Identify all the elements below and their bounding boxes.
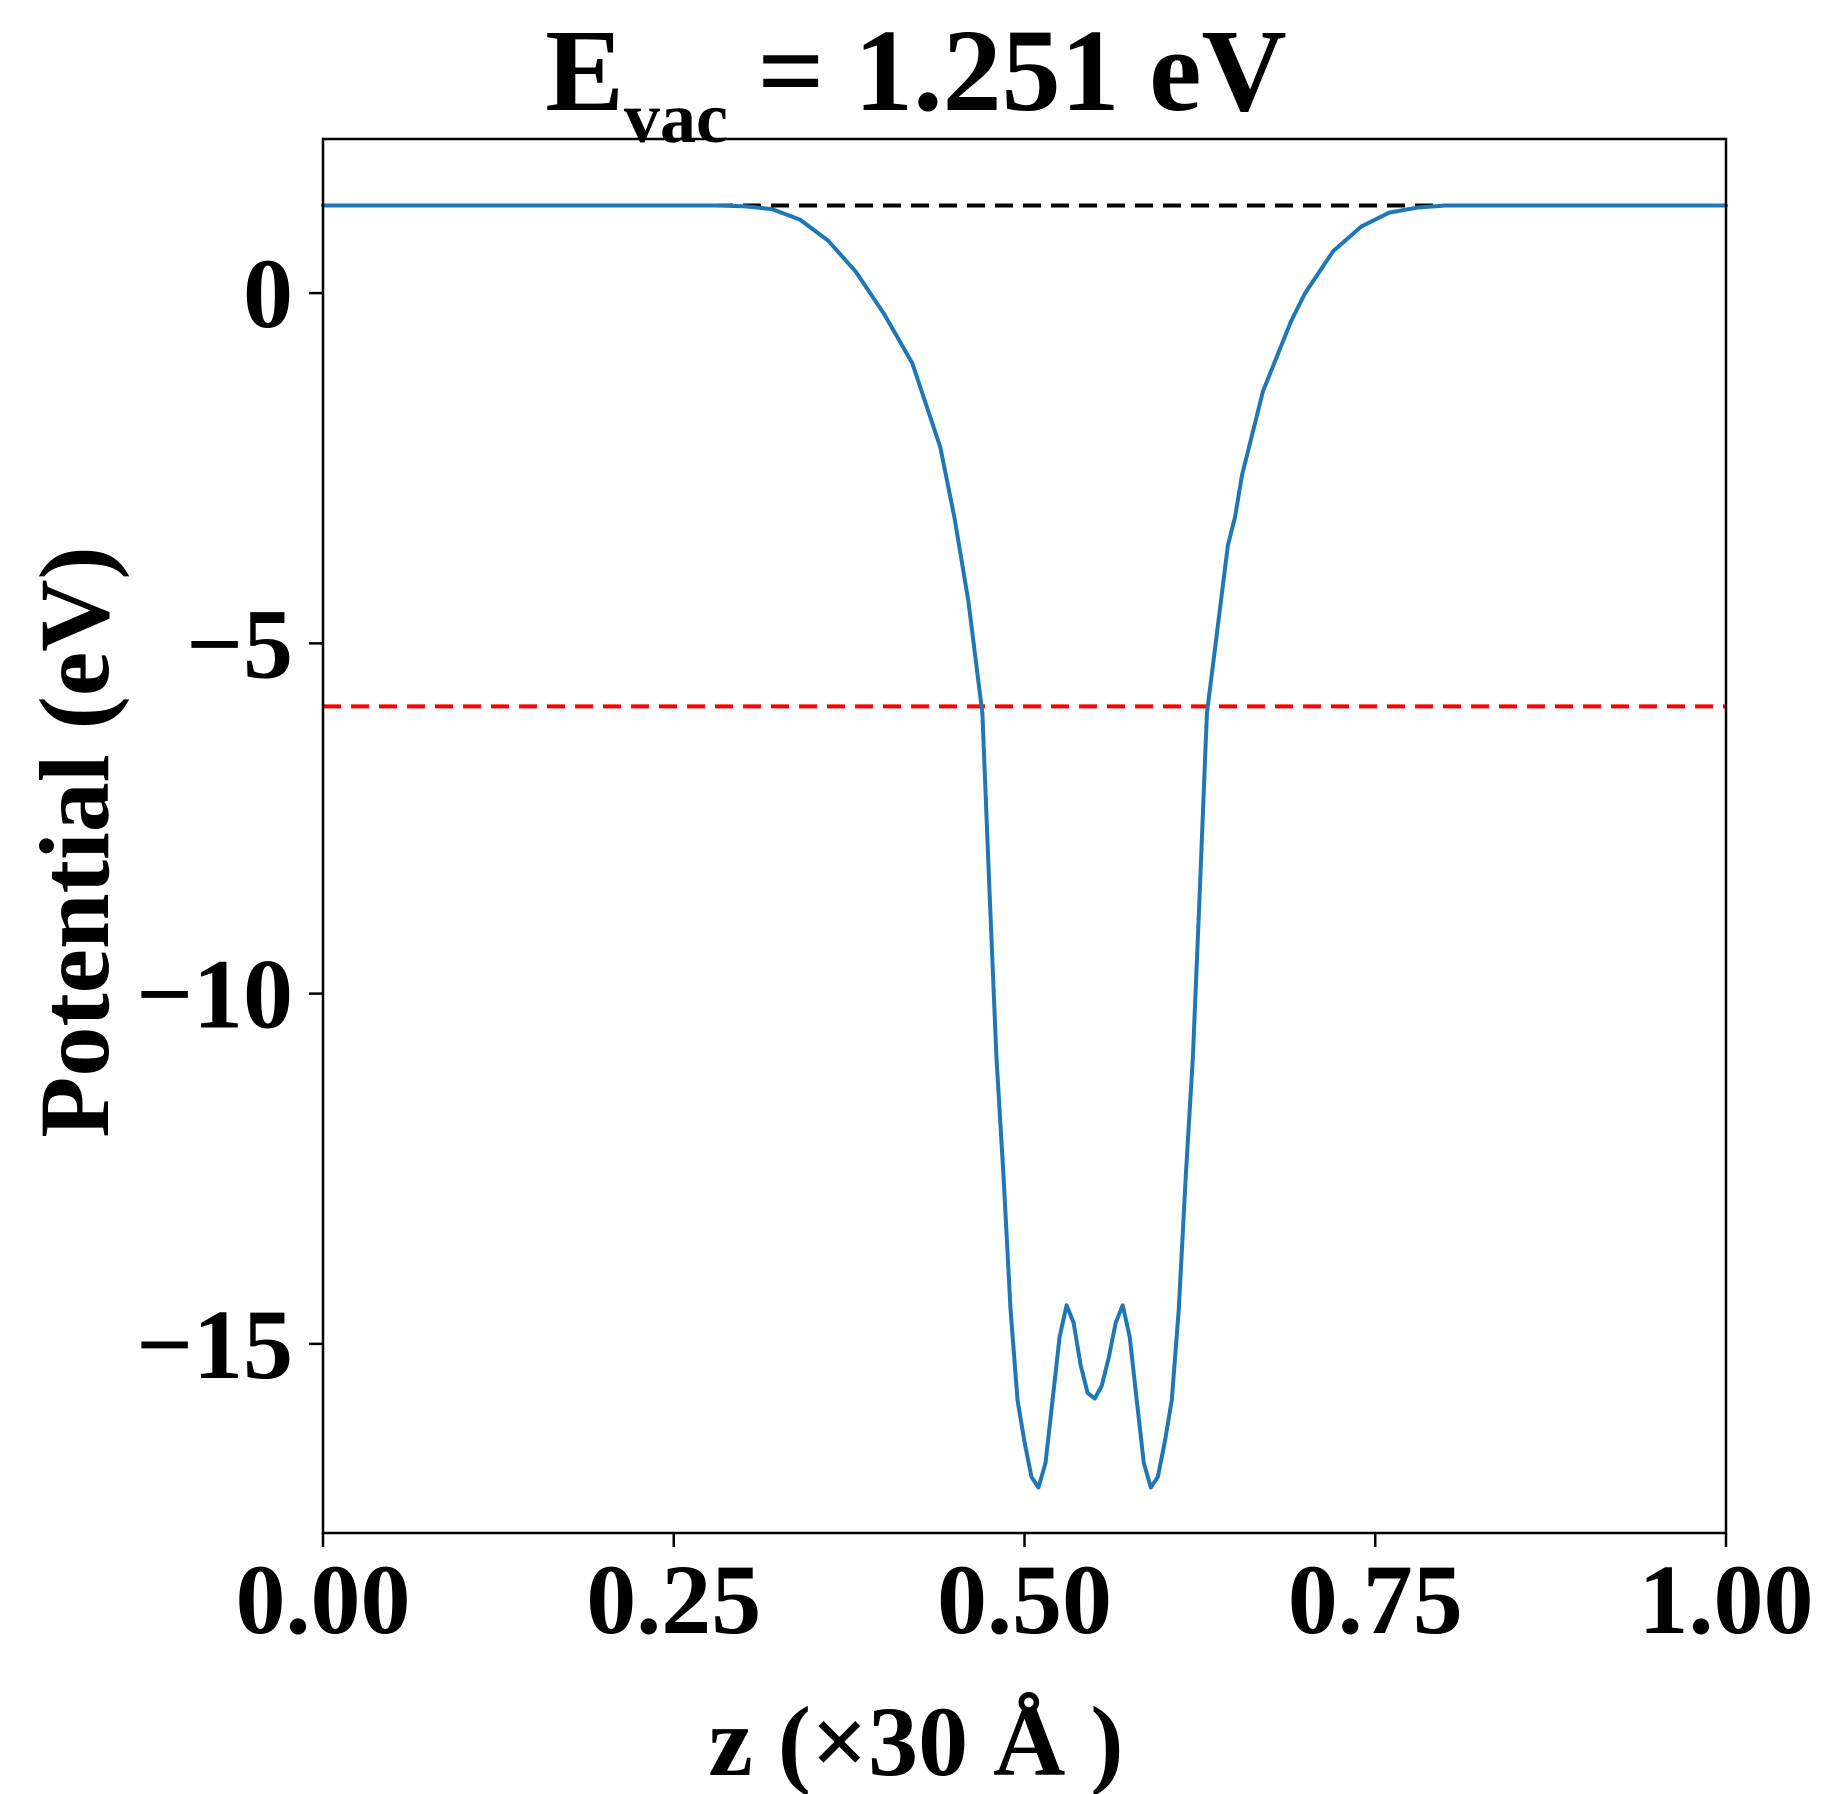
title-rest: = 1.251 eV	[728, 5, 1287, 136]
title-subscript: vac	[624, 78, 728, 158]
axes-frame	[321, 137, 1728, 1535]
title-main: E	[545, 5, 624, 136]
chart-title: Evac = 1.251 eV	[545, 5, 1287, 158]
x-axis-label: z (×30 Å )	[708, 1686, 1123, 1794]
plot-area	[321, 203, 1728, 1490]
y-tick-label: −5	[186, 588, 293, 699]
y-tick-label: 0	[243, 238, 293, 349]
x-tick-label: 0.75	[1288, 1544, 1463, 1655]
y-tick-label: −10	[136, 939, 293, 1050]
x-tick-label: 0.00	[236, 1544, 411, 1655]
y-axis-label: Potential (eV)	[19, 546, 130, 1137]
x-tick-label: 1.00	[1639, 1544, 1814, 1655]
potential-series-line	[321, 203, 1728, 1490]
tick-layer: 0.00 0.25 0.50 0.75 1.00 0 −5 −10 −15	[136, 238, 1813, 1655]
x-tick-label: 0.50	[937, 1544, 1112, 1655]
x-tick-label: 0.25	[586, 1544, 761, 1655]
y-tick-label: −15	[136, 1289, 293, 1400]
